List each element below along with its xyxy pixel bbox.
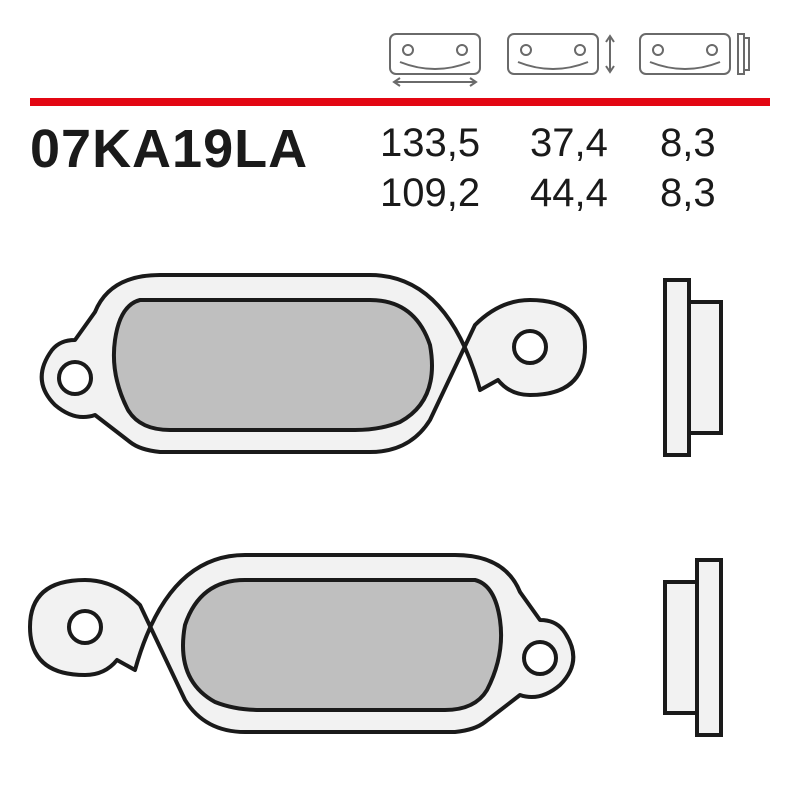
- pad-top-front-view: [42, 275, 585, 452]
- dimension-icons-row: [0, 28, 800, 88]
- table-row: 133,5 37,4 8,3: [380, 118, 760, 168]
- dimension-icons: [380, 28, 754, 90]
- pad-height-icon: [502, 28, 622, 90]
- dimension-table: 133,5 37,4 8,3 109,2 44,4 8,3: [380, 118, 760, 218]
- pad-thickness-icon: [634, 28, 754, 90]
- dim-c-row1: 8,3: [660, 118, 760, 168]
- red-divider: [30, 98, 770, 106]
- dim-b-row1: 37,4: [530, 118, 660, 168]
- dim-a-row1: 133,5: [380, 118, 530, 168]
- table-row: 109,2 44,4 8,3: [380, 168, 760, 218]
- pad-width-icon: [380, 28, 490, 90]
- pad-bottom-front-view: [30, 555, 573, 732]
- dim-c-row2: 8,3: [660, 168, 760, 218]
- pad-bottom-side-view: [665, 560, 721, 735]
- dim-a-row2: 109,2: [380, 168, 530, 218]
- technical-drawings: [0, 250, 800, 800]
- brake-pad-drawings: [0, 250, 800, 800]
- pad-top-side-view: [665, 280, 721, 455]
- part-number: 07KA19LA: [30, 118, 308, 180]
- dim-b-row2: 44,4: [530, 168, 660, 218]
